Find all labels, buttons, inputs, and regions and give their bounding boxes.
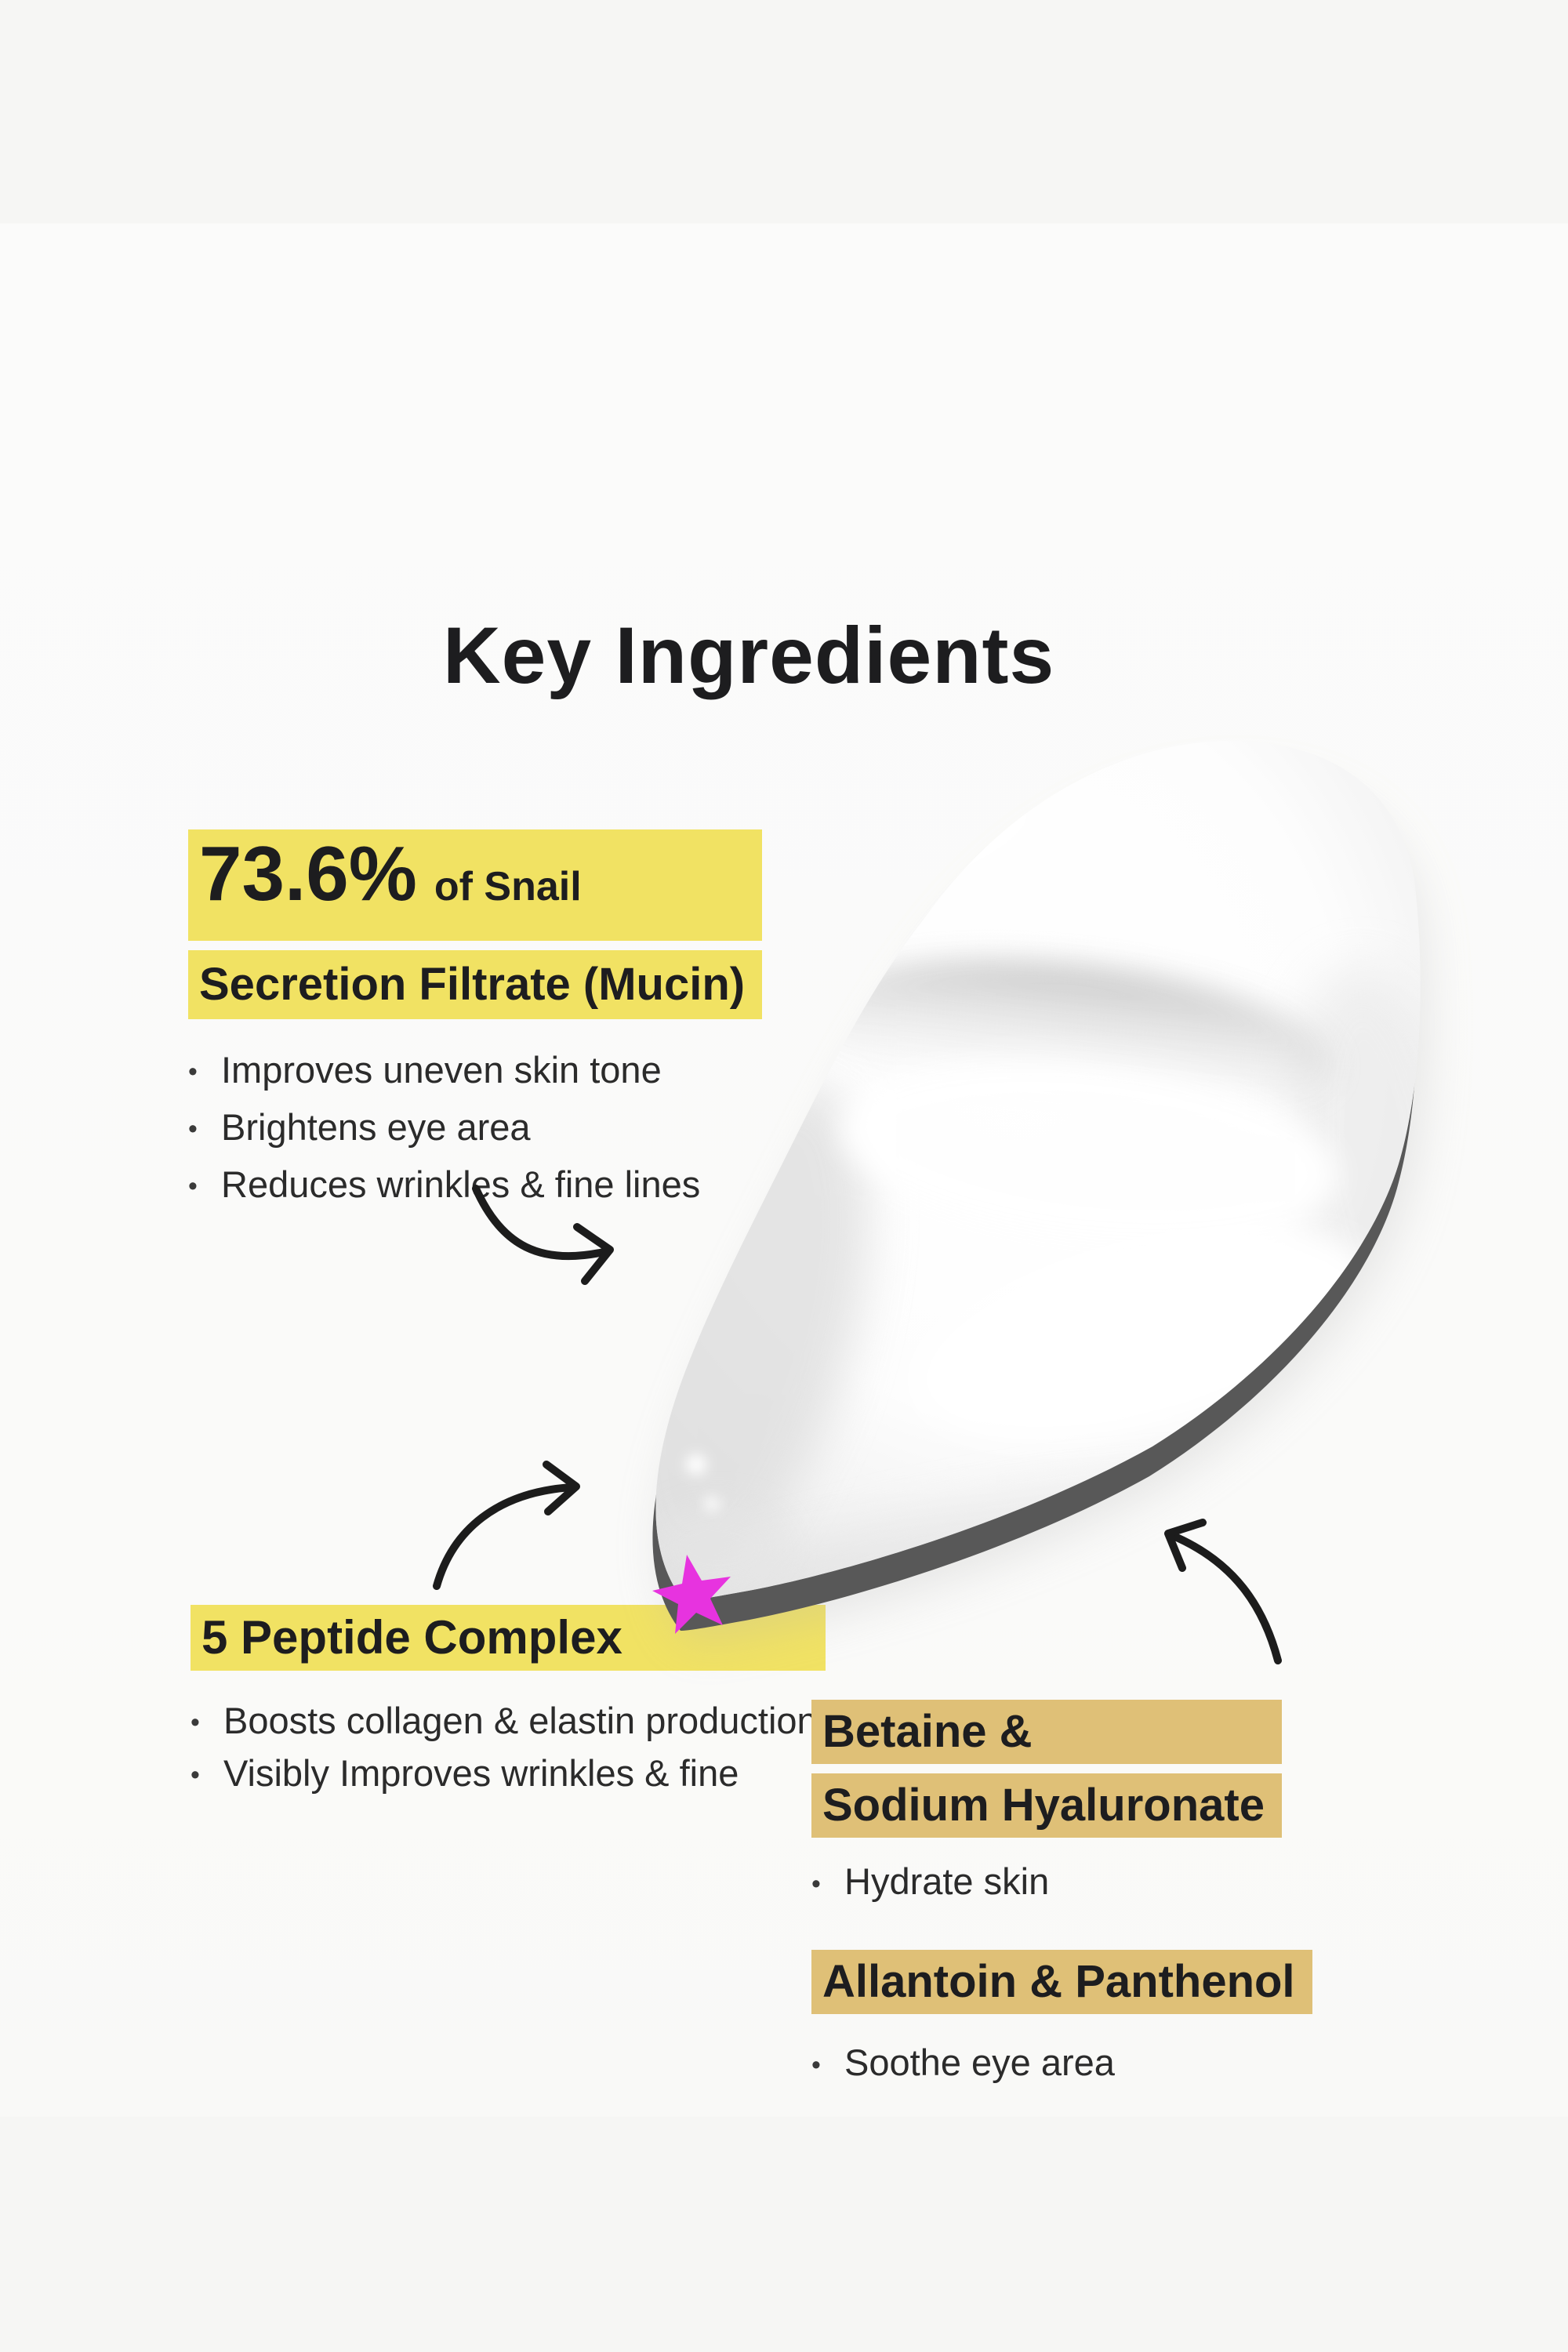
list-item: • Visibly Improves wrinkles & fine	[191, 1747, 826, 1799]
bullet-dot: •	[811, 1869, 821, 1899]
bullet-text: Hydrate skin	[844, 1860, 1050, 1902]
highlight-band-snail-line2: Secretion Filtrate (Mucin)	[188, 950, 763, 1019]
list-item: • Improves uneven skin tone	[188, 1041, 762, 1098]
list-item: • Boosts collagen & elastin production	[191, 1694, 826, 1747]
snail-percentage-suffix: of Snail	[434, 864, 582, 909]
bullet-text: Brightens eye area	[221, 1106, 531, 1148]
section-peptide-complex: 5 Peptide Complex • Boosts collagen & ela…	[191, 1605, 826, 1799]
bullet-dot: •	[188, 1057, 198, 1087]
betaine-benefits-list: • Hydrate skin	[811, 1858, 1282, 1905]
section-betaine-hyaluronate: Betaine & Sodium Hyaluronate • Hydrate sk…	[811, 1700, 1282, 1905]
bullet-text: Reduces wrinkles & fine lines	[221, 1163, 701, 1205]
bullet-dot: •	[188, 1114, 198, 1144]
list-item: • Reduces wrinkles & fine lines	[188, 1156, 762, 1213]
list-item: • Hydrate skin	[811, 1858, 1282, 1905]
highlight-band-peptide: 5 Peptide Complex	[191, 1605, 826, 1671]
peptide-benefits-list: • Boosts collagen & elastin production • V…	[191, 1694, 826, 1799]
bullet-text: Improves uneven skin tone	[221, 1049, 662, 1091]
section-snail-mucin: 73.6% of Snail Secretion Filtrate (Mucin)…	[188, 829, 763, 1213]
section-allantoin-panthenol: Allantoin & Panthenol • Soothe eye area	[811, 1950, 1312, 2086]
snail-percentage: 73.6%	[199, 830, 417, 916]
bullet-dot: •	[811, 2050, 821, 2080]
highlight-band-snail-line1: 73.6% of Snail	[188, 829, 763, 941]
snail-benefits-list: • Improves uneven skin tone • Brightens ey…	[188, 1041, 762, 1213]
bullet-dot: •	[191, 1760, 200, 1790]
bullet-text: Visibly Improves wrinkles & fine	[223, 1752, 739, 1794]
bullet-text: Soothe eye area	[844, 2042, 1115, 2083]
highlight-band-betaine-line1: Betaine &	[811, 1700, 1282, 1764]
bullet-dot: •	[191, 1708, 200, 1737]
highlight-band-betaine-line2: Sodium Hyaluronate	[811, 1773, 1282, 1838]
highlight-band-allantoin: Allantoin & Panthenol	[811, 1950, 1312, 2014]
bullet-dot: •	[188, 1171, 198, 1201]
list-item: • Soothe eye area	[811, 2039, 1312, 2086]
list-item: • Brightens eye area	[188, 1098, 762, 1156]
bullet-text: Boosts collagen & elastin production	[223, 1700, 818, 1741]
allantoin-benefits-list: • Soothe eye area	[811, 2039, 1312, 2086]
page-title: Key Ingredients	[443, 611, 1055, 700]
